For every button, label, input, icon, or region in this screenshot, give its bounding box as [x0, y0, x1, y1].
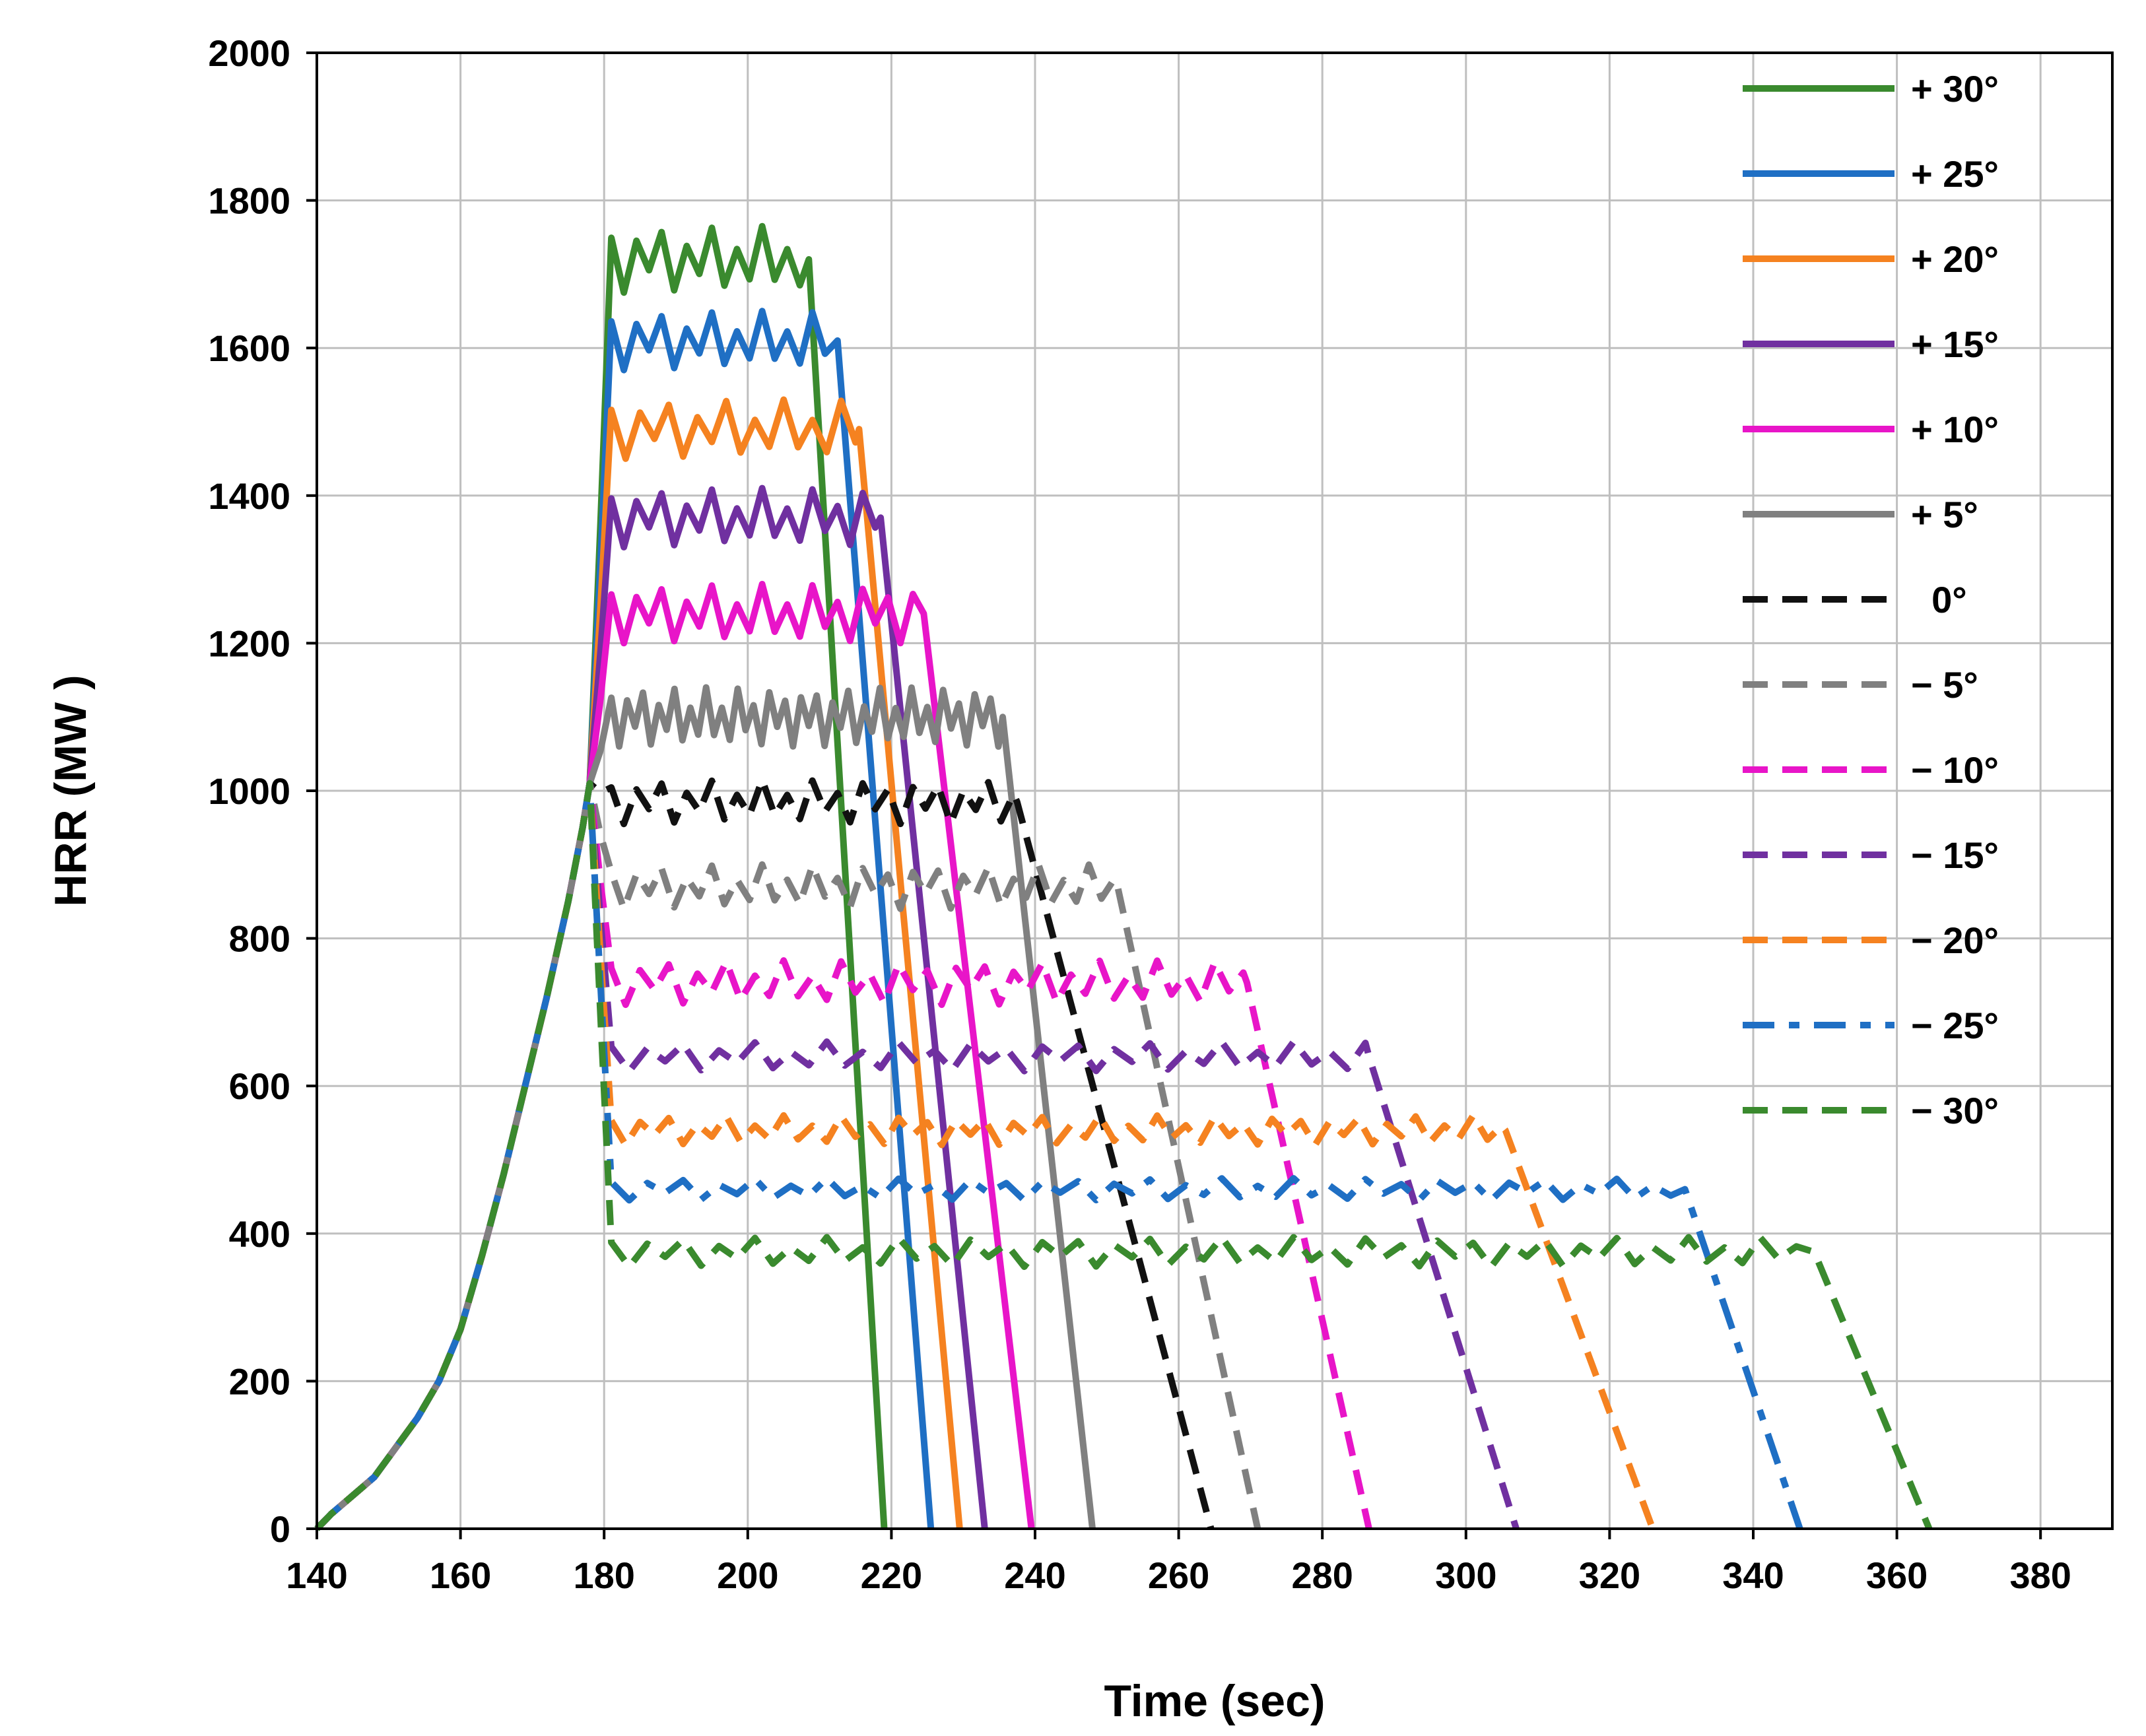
y-tick-label: 2000 [208, 32, 290, 74]
y-axis-title: HRR (MW ) [46, 675, 96, 906]
x-tick-label: 200 [717, 1554, 778, 1596]
x-tick-label: 180 [573, 1554, 634, 1596]
x-tick-label: 280 [1291, 1554, 1353, 1596]
y-tick-labels: 0 200 400 600 800 1000 1200 1400 1600 1800 2000 [208, 32, 317, 1550]
x-tick-label: 240 [1004, 1554, 1065, 1596]
legend-label: 0° [1911, 579, 1967, 620]
x-axis-title: Time (sec) [1104, 1676, 1325, 1726]
x-tick-label: 260 [1148, 1554, 1209, 1596]
series-line-9 [314, 780, 1520, 1531]
series-line-7 [314, 780, 1261, 1531]
legend: + 30° + 25° + 20° + 15° + 10° + 5° 0° − 5° − 10… [1743, 68, 1999, 1131]
series-layer [314, 222, 1933, 1531]
legend-label: + 5° [1911, 494, 1978, 535]
grid [317, 53, 2112, 1529]
series-line-2 [314, 396, 963, 1531]
legend-label: − 25° [1911, 1005, 1999, 1046]
legend-label: + 10° [1911, 409, 1999, 450]
x-tick-label: 360 [1866, 1554, 1928, 1596]
series-line-11 [314, 780, 1803, 1531]
legend-label: − 30° [1911, 1090, 1999, 1131]
legend-label: + 20° [1911, 238, 1999, 280]
x-tick-label: 140 [286, 1554, 347, 1596]
y-tick-label: 1000 [208, 770, 290, 812]
legend-label: − 10° [1911, 749, 1999, 791]
y-tick-label: 1600 [208, 327, 290, 369]
x-tick-label: 160 [430, 1554, 491, 1596]
series-line-0 [314, 222, 888, 1531]
series-line-5 [314, 684, 1096, 1531]
x-tick-label: 380 [2009, 1554, 2071, 1596]
y-tick-label: 1400 [208, 475, 290, 517]
y-tick-label: 0 [270, 1508, 290, 1550]
y-tick-label: 600 [229, 1065, 290, 1107]
x-tick-label: 220 [861, 1554, 922, 1596]
legend-label: − 15° [1911, 834, 1999, 876]
legend-label: + 30° [1911, 68, 1999, 110]
series-line-12 [314, 780, 1933, 1531]
series-line-3 [314, 484, 988, 1531]
y-tick-label: 1200 [208, 622, 290, 664]
x-tick-label: 300 [1435, 1554, 1496, 1596]
legend-label: + 15° [1911, 323, 1999, 365]
x-tick-label: 320 [1579, 1554, 1640, 1596]
y-tick-label: 200 [229, 1360, 290, 1402]
legend-label: + 25° [1911, 153, 1999, 195]
x-tick-labels: 140 160 180 200 220 240 260 280 300 320 340 360 380 [286, 1529, 2071, 1596]
series-line-6 [314, 776, 1215, 1531]
y-tick-label: 400 [229, 1213, 290, 1255]
y-tick-label: 1800 [208, 180, 290, 222]
legend-label: − 20° [1911, 919, 1999, 961]
x-tick-label: 340 [1722, 1554, 1784, 1596]
legend-label: − 5° [1911, 664, 1978, 706]
y-tick-label: 800 [229, 918, 290, 960]
series-line-1 [314, 308, 935, 1531]
